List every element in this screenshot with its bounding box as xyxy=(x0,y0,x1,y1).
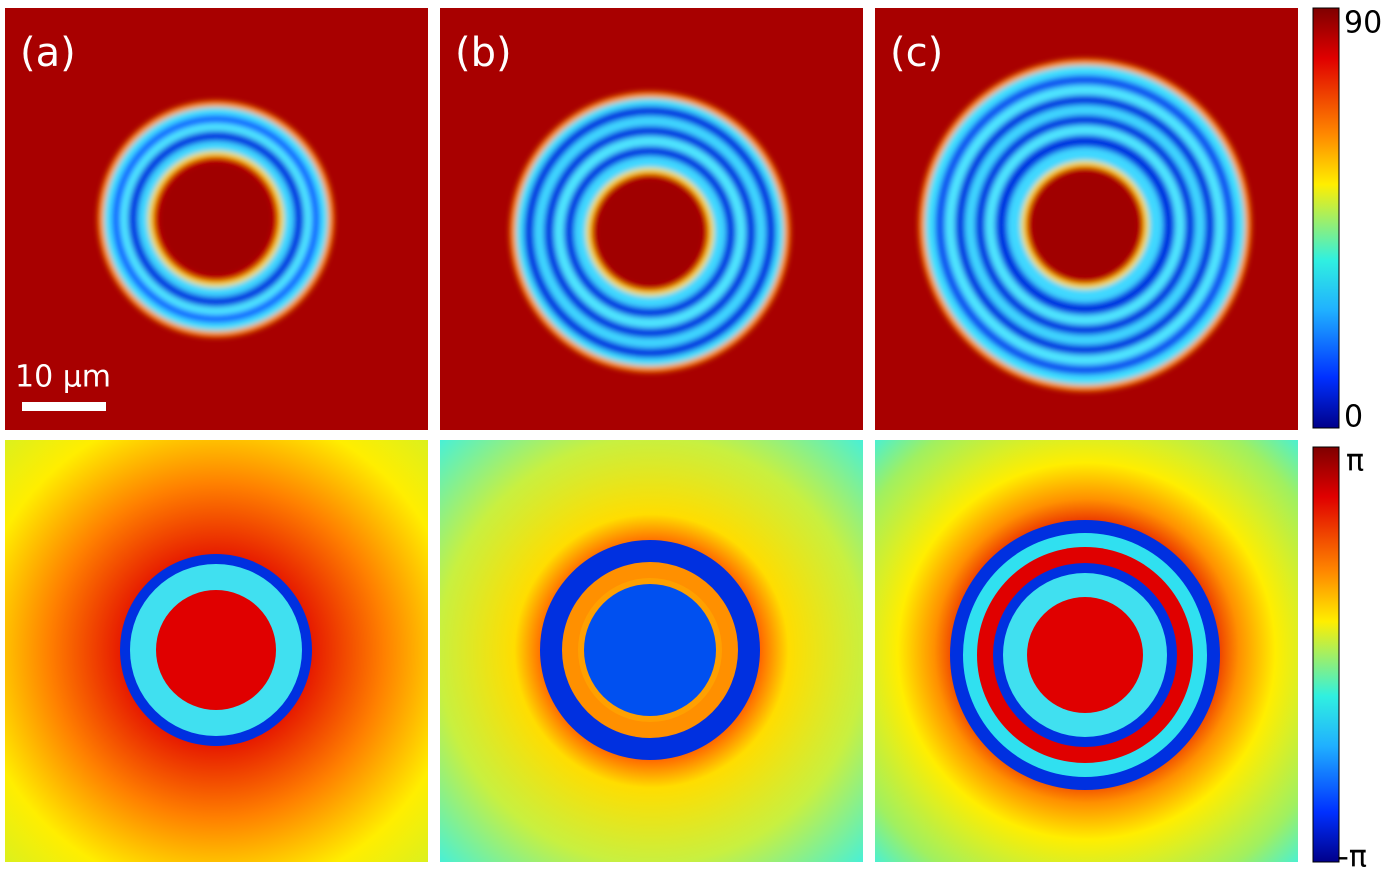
ring-pattern xyxy=(98,101,334,337)
ring-pattern xyxy=(120,554,312,746)
ring-pattern xyxy=(510,92,790,372)
field-panel xyxy=(875,8,1298,430)
ring xyxy=(584,584,716,716)
panel-label: (a) xyxy=(20,30,76,76)
ring xyxy=(1030,170,1140,280)
ring xyxy=(1027,597,1143,713)
field-panel xyxy=(5,440,428,862)
scale-bar xyxy=(22,402,106,411)
panel-label: (c) xyxy=(890,30,943,76)
panels xyxy=(5,8,1298,862)
panel-label: (b) xyxy=(455,30,512,76)
ring xyxy=(595,177,705,287)
ring-pattern xyxy=(950,520,1220,790)
ring xyxy=(158,161,274,277)
colorbar-max: π xyxy=(1346,444,1364,479)
field-panel xyxy=(875,440,1298,862)
colorbar xyxy=(1312,7,1340,429)
scale-bar-label: 10 μm xyxy=(15,360,111,395)
ring xyxy=(156,590,276,710)
field-panel xyxy=(440,440,863,862)
field-panel xyxy=(5,8,428,430)
ring-pattern xyxy=(540,540,760,760)
field-panel xyxy=(440,8,863,430)
colorbar-min: -π xyxy=(1338,840,1367,875)
ring-pattern xyxy=(919,59,1251,391)
colorbar xyxy=(1312,446,1340,863)
colorbar-max: 90 xyxy=(1344,6,1382,41)
colorbar-min: 0 xyxy=(1344,400,1363,435)
